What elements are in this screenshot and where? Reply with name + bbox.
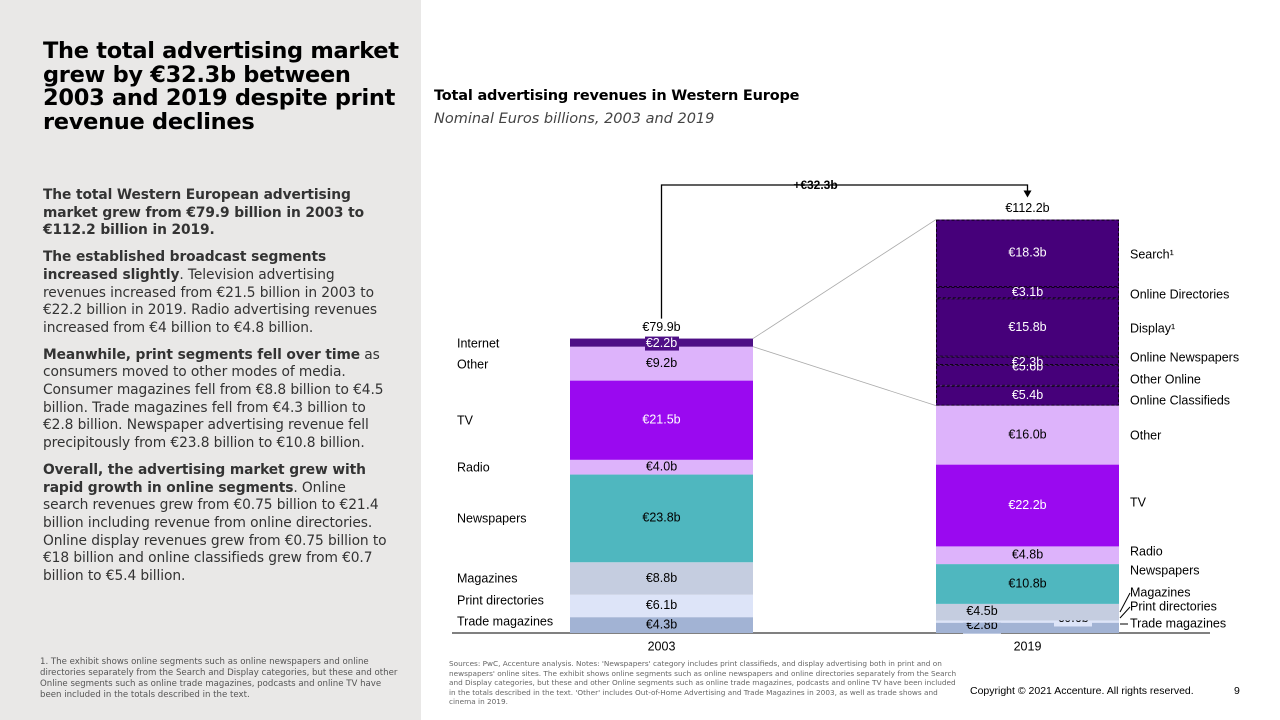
legend-2003-newspapers: Newspapers bbox=[457, 511, 526, 525]
bar-2003-print-directories bbox=[570, 594, 753, 618]
data-label-2003-tv: €21.5b bbox=[642, 412, 680, 426]
paragraph-4-bold: Overall, the advertising market grew wit… bbox=[43, 461, 366, 496]
data-label-2019-other: €16.0b bbox=[1008, 427, 1046, 441]
paragraph-4: Overall, the advertising market grew wit… bbox=[43, 462, 395, 586]
legend-2019-trade-magazines: Trade magazines bbox=[1130, 616, 1226, 630]
bar-2003-radio bbox=[570, 459, 753, 475]
data-label-2003-other: €9.2b bbox=[646, 356, 677, 370]
bar-2019-online-directories bbox=[936, 286, 1119, 299]
paragraph-2-bold: The established broadcast segments incre… bbox=[43, 249, 327, 283]
legend-2003-radio: Radio bbox=[457, 460, 490, 474]
page-number: 9 bbox=[1234, 685, 1240, 697]
paragraph-4-text: . Online search revenues grew from €0.75… bbox=[43, 479, 387, 585]
bar-2019-display bbox=[936, 298, 1119, 357]
bar-2019-other bbox=[936, 405, 1119, 465]
legend-2019-display: Display¹ bbox=[1130, 321, 1175, 335]
bar-2019-newspapers bbox=[936, 564, 1119, 604]
paragraph-2-text: . Television advertising revenues increa… bbox=[43, 266, 378, 336]
connector-bottom bbox=[752, 346, 937, 407]
legend-2019-online-other: Other Online bbox=[1130, 372, 1201, 386]
data-label-2019-newspapers: €10.8b bbox=[1008, 576, 1046, 590]
bar-2003-internet-label-box bbox=[645, 336, 679, 351]
data-label-2019-tv: €22.2b bbox=[1008, 498, 1046, 512]
bar-2019-online-other-outline bbox=[936, 365, 1119, 386]
legend-2003-trade-magazines: Trade magazines bbox=[457, 614, 553, 628]
copyright: Copyright © 2021 Accenture. All rights r… bbox=[970, 685, 1194, 697]
bar-2003-tv bbox=[570, 380, 753, 460]
data-label-2019-search: €18.3b bbox=[1008, 246, 1046, 260]
data-label-2019-online-classifieds: €5.4b bbox=[1012, 388, 1043, 402]
bar-2019-radio bbox=[936, 546, 1119, 565]
growth-bracket bbox=[660, 184, 1029, 319]
legend-2019-search: Search¹ bbox=[1130, 247, 1174, 261]
data-label-2003-print-directories: €6.1b bbox=[646, 598, 677, 612]
chart-title: Total advertising revenues in Western Eu… bbox=[434, 88, 800, 104]
paragraph-1: The total Western European advertising m… bbox=[43, 187, 395, 240]
data-label-2019-online-newspapers: €2.3b bbox=[1012, 355, 1043, 369]
bar-2019-online-newspapers bbox=[936, 356, 1119, 366]
sources-note: Sources: PwC, Accenture analysis. Notes:… bbox=[449, 659, 957, 707]
chart-subtitle: Nominal Euros billions, 2003 and 2019 bbox=[434, 111, 715, 127]
legend-2003-other: Other bbox=[457, 357, 488, 371]
data-label-2019-radio: €4.8b bbox=[1012, 548, 1043, 562]
paragraph-3: Meanwhile, print segments fell over time… bbox=[43, 347, 395, 453]
legend-2019-online-directories: Online Directories bbox=[1130, 287, 1229, 301]
bar-2019-online-classifieds bbox=[936, 385, 1119, 406]
paragraph-2: The established broadcast segments incre… bbox=[43, 249, 395, 338]
bar-2019-magazines bbox=[936, 603, 1119, 621]
bar-2003-other bbox=[570, 346, 753, 381]
legend-2019-tv: TV bbox=[1130, 495, 1147, 509]
left-panel: The total advertising market grew by €32… bbox=[0, 0, 421, 720]
growth-arrowhead bbox=[1023, 190, 1032, 198]
legend-2003-tv: TV bbox=[457, 413, 474, 427]
bar-2019-display-outline bbox=[936, 298, 1119, 357]
footnote: 1. The exhibit shows online segments suc… bbox=[40, 657, 398, 700]
bar-2019-print-directories bbox=[936, 620, 1119, 623]
leader-magazines bbox=[1119, 592, 1131, 613]
data-label-2003-magazines: €8.8b bbox=[646, 571, 677, 585]
bar-2003-newspapers bbox=[570, 474, 753, 563]
legend-2019-online-classifieds: Online Classifieds bbox=[1130, 393, 1230, 407]
paragraph-3-bold: Meanwhile, print segments fell over time bbox=[43, 346, 361, 363]
data-label-2019-online-directories: €3.1b bbox=[1012, 285, 1043, 299]
bar-2003-magazines bbox=[570, 562, 753, 595]
bar-2019-trade-magazines bbox=[936, 622, 1119, 633]
data-label-2003-newspapers: €23.8b bbox=[642, 511, 680, 525]
body-text: The total Western European advertising m… bbox=[43, 187, 395, 595]
legend-2019-newspapers: Newspapers bbox=[1130, 563, 1199, 577]
bar-2019-online-other bbox=[936, 365, 1119, 386]
paragraph-3-text: as consumers moved to other modes of med… bbox=[43, 346, 384, 452]
data-label-2003-trade-magazines: €4.3b bbox=[646, 617, 677, 631]
growth-label: +€32.3b bbox=[793, 178, 837, 192]
legend-2019-radio: Radio bbox=[1130, 544, 1163, 558]
total-label-2003: €79.9b bbox=[642, 320, 680, 334]
bar-2019-online-classifieds-outline bbox=[936, 385, 1119, 406]
page-title: The total advertising market grew by €32… bbox=[43, 38, 399, 135]
bar-2019-tv bbox=[936, 464, 1119, 547]
data-label-2019-magazines: €4.5b bbox=[966, 604, 997, 618]
legend-2003-magazines: Magazines bbox=[457, 571, 517, 585]
bar-2019-search-outline bbox=[936, 219, 1119, 287]
legend-2019-print-directories: Print directories bbox=[1130, 599, 1217, 613]
legend-2003-internet: Internet bbox=[457, 336, 500, 350]
legend-2019-other: Other bbox=[1130, 428, 1161, 442]
bar-2019-online-newspapers-outline bbox=[936, 356, 1119, 366]
data-label-2003-radio: €4.0b bbox=[646, 459, 677, 473]
data-label-2019-display: €15.8b bbox=[1008, 320, 1046, 334]
legend-2019-magazines: Magazines bbox=[1130, 585, 1190, 599]
connector-top bbox=[752, 219, 937, 339]
legend-2003-print-directories: Print directories bbox=[457, 593, 544, 607]
category-label-2003: 2003 bbox=[648, 639, 676, 653]
bar-2019-online-directories-outline bbox=[936, 287, 1119, 299]
total-label-2019: €112.2b bbox=[1005, 201, 1049, 215]
legend-2019-online-newspapers: Online Newspapers bbox=[1130, 350, 1239, 364]
category-label-2019: 2019 bbox=[1014, 639, 1042, 653]
bar-2019-search bbox=[936, 219, 1119, 287]
data-label-2003-internet: €2.2b bbox=[646, 336, 677, 350]
leader-print-directories bbox=[1119, 606, 1131, 619]
bar-2003-trade-magazines bbox=[570, 617, 753, 633]
paragraph-1-bold: The total Western European advertising m… bbox=[43, 187, 364, 239]
